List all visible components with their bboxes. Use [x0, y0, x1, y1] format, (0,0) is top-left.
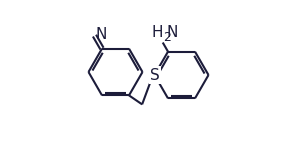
Text: N: N: [167, 25, 178, 40]
Text: H: H: [151, 25, 163, 40]
Text: N: N: [96, 27, 107, 42]
Text: 2: 2: [163, 31, 171, 44]
Text: S: S: [150, 68, 160, 82]
